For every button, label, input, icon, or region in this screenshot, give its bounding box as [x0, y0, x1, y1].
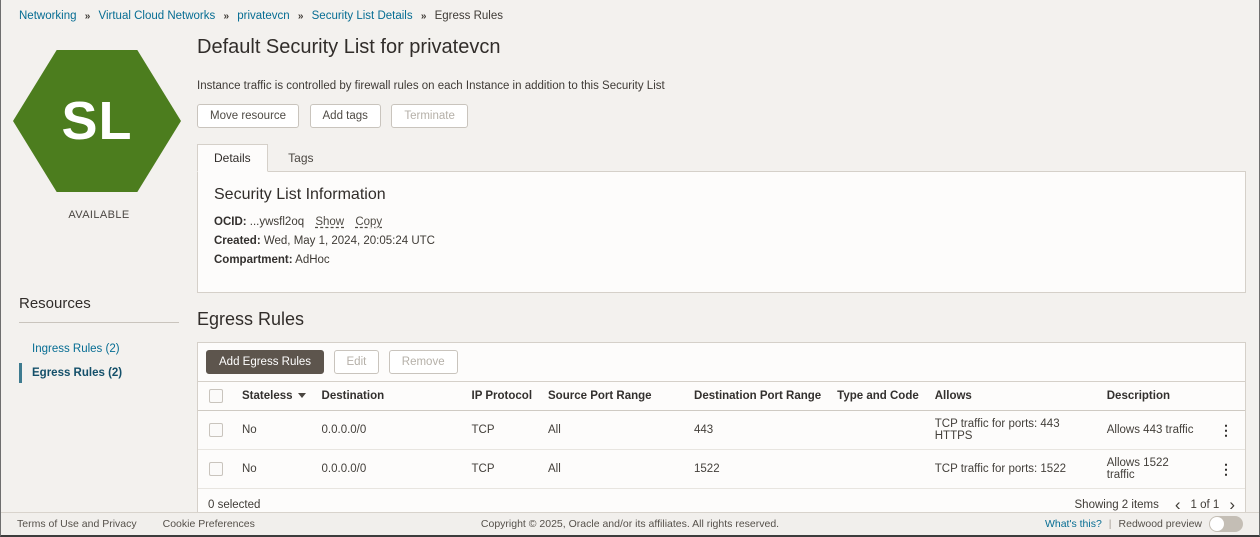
- table-footer: 0 selected Showing 2 items ‹ 1 of 1 ›: [198, 489, 1245, 520]
- move-resource-button[interactable]: Move resource: [197, 104, 300, 128]
- cell-ip-protocol: TCP: [463, 449, 541, 489]
- cell-description: Allows 443 traffic: [1098, 410, 1207, 450]
- sidebar-item-ingress-rules[interactable]: Ingress Rules (2): [19, 339, 179, 359]
- page-subtitle: Instance traffic is controlled by firewa…: [197, 80, 665, 92]
- compartment-value: AdHoc: [295, 254, 330, 266]
- cookie-preferences-link[interactable]: Cookie Preferences: [162, 518, 255, 530]
- add-tags-button[interactable]: Add tags: [309, 104, 381, 128]
- tab-tags[interactable]: Tags: [288, 151, 314, 165]
- column-header-source-port-range: Source Port Range: [540, 381, 687, 411]
- breadcrumb-link-vcn[interactable]: Virtual Cloud Networks: [98, 10, 216, 22]
- cell-allows: TCP traffic for ports: 443 HTTPS: [926, 410, 1099, 450]
- ocid-label: OCID:: [214, 216, 247, 228]
- created-field: Created: Wed, May 1, 2024, 20:05:24 UTC: [214, 235, 1229, 247]
- select-all-checkbox[interactable]: [209, 389, 223, 403]
- cell-stateless: No: [234, 449, 314, 489]
- cell-destination: 0.0.0.0/0: [313, 449, 464, 489]
- redwood-preview-label: Redwood preview: [1118, 518, 1202, 530]
- table-toolbar: Add Egress Rules Edit Remove: [198, 343, 1245, 381]
- column-header-stateless[interactable]: Stateless: [234, 381, 314, 411]
- created-value: Wed, May 1, 2024, 20:05:24 UTC: [263, 235, 435, 247]
- column-header-ip-protocol: IP Protocol: [463, 381, 541, 411]
- sort-down-icon: [297, 393, 306, 399]
- footer-bar: Copyright © 2025, Oracle and/or its affi…: [1, 512, 1259, 535]
- breadcrumb-current: Egress Rules: [434, 10, 503, 22]
- egress-rules-section-title: Egress Rules: [197, 309, 305, 329]
- cell-source-port-range: All: [540, 410, 687, 450]
- created-label: Created:: [214, 235, 261, 247]
- tab-bar: Details Tags: [197, 144, 1246, 172]
- resources-title: Resources: [19, 295, 179, 323]
- column-header-allows: Allows: [926, 381, 1099, 411]
- cell-destination: 0.0.0.0/0: [313, 410, 464, 450]
- breadcrumb-separator: »: [223, 11, 230, 22]
- page-indicator: 1 of 1: [1190, 498, 1220, 511]
- breadcrumb-separator: »: [84, 11, 91, 22]
- toggle-knob: [1210, 517, 1224, 531]
- resource-initials: SL: [61, 91, 133, 151]
- header-actions: Move resource Add tags Terminate: [197, 104, 1246, 128]
- breadcrumb-link-security-list-details[interactable]: Security List Details: [311, 10, 413, 22]
- cell-stateless: No: [234, 410, 314, 450]
- cell-allows: TCP traffic for ports: 1522: [926, 449, 1099, 489]
- remove-button[interactable]: Remove: [388, 350, 458, 374]
- table-header-row: Stateless Destination IP Protocol Source…: [198, 381, 1245, 411]
- main-content: Default Security List for privatevcn Ins…: [197, 0, 1246, 521]
- cell-destination-port-range: 1522: [686, 449, 830, 489]
- column-header-destination: Destination: [313, 381, 464, 411]
- kebab-menu-icon[interactable]: ⋮: [1219, 421, 1233, 438]
- breadcrumb: Networking » Virtual Cloud Networks » pr…: [19, 10, 503, 22]
- panel-title: Security List Information: [214, 186, 386, 203]
- status-badge: AVAILABLE: [68, 209, 130, 221]
- compartment-label: Compartment:: [214, 254, 293, 266]
- cell-description: Allows 1522 traffic: [1098, 449, 1207, 489]
- egress-rules-table-card: Add Egress Rules Edit Remove Stateless D…: [197, 342, 1246, 521]
- table-row: No 0.0.0.0/0 TCP All 443 TCP traffic for…: [198, 410, 1245, 450]
- cell-destination-port-range: 443: [686, 410, 830, 450]
- add-egress-rules-button[interactable]: Add Egress Rules: [206, 350, 325, 374]
- ocid-value: ...ywsfl2oq: [249, 216, 305, 228]
- pagination: Showing 2 items ‹ 1 of 1 ›: [1075, 496, 1236, 513]
- row-checkbox[interactable]: [209, 462, 223, 476]
- sidebar-item-label[interactable]: Egress Rules (2): [19, 363, 179, 383]
- egress-rules-table: Stateless Destination IP Protocol Source…: [198, 381, 1245, 489]
- ocid-show-link[interactable]: Show: [315, 216, 345, 228]
- selected-count: 0 selected: [208, 498, 261, 511]
- edit-button[interactable]: Edit: [333, 350, 380, 374]
- compartment-field: Compartment: AdHoc: [214, 254, 1229, 266]
- kebab-menu-icon[interactable]: ⋮: [1219, 460, 1233, 477]
- terminate-button[interactable]: Terminate: [391, 104, 468, 128]
- left-column: SL AVAILABLE Resources Ingress Rules (2)…: [1, 0, 197, 535]
- table-row: No 0.0.0.0/0 TCP All 1522 TCP traffic fo…: [198, 449, 1245, 489]
- next-page-icon[interactable]: ›: [1229, 495, 1235, 514]
- row-checkbox[interactable]: [209, 423, 223, 437]
- footer-separator: |: [1108, 518, 1112, 530]
- sidebar-item-label[interactable]: Ingress Rules (2): [32, 343, 120, 355]
- column-header-destination-port-range: Destination Port Range: [686, 381, 830, 411]
- cell-type-and-code: [829, 449, 927, 489]
- column-label: Stateless: [242, 390, 293, 402]
- cell-ip-protocol: TCP: [463, 410, 541, 450]
- column-header-description: Description: [1098, 381, 1207, 411]
- whats-this-link[interactable]: What's this?: [1044, 518, 1102, 530]
- previous-page-icon[interactable]: ‹: [1174, 495, 1181, 514]
- security-list-information-panel: Security List Information OCID: ...ywsfl…: [197, 171, 1246, 293]
- ocid-copy-link[interactable]: Copy: [355, 216, 383, 228]
- breadcrumb-separator: »: [297, 11, 304, 22]
- cell-source-port-range: All: [540, 449, 687, 489]
- sidebar-item-egress-rules[interactable]: Egress Rules (2): [19, 363, 179, 383]
- breadcrumb-separator: »: [420, 11, 427, 22]
- breadcrumb-link-privatevcn[interactable]: privatevcn: [237, 10, 290, 22]
- resources-nav: Resources Ingress Rules (2) Egress Rules…: [19, 295, 179, 387]
- redwood-preview-toggle[interactable]: [1209, 516, 1243, 532]
- page-title: Default Security List for privatevcn: [197, 36, 501, 58]
- security-list-hexagon-icon: SL: [13, 50, 181, 192]
- column-header-type-and-code: Type and Code: [829, 381, 927, 411]
- tab-details[interactable]: Details: [197, 144, 268, 172]
- cell-type-and-code: [829, 410, 927, 450]
- terms-of-use-link[interactable]: Terms of Use and Privacy: [17, 518, 137, 530]
- breadcrumb-link-networking[interactable]: Networking: [19, 10, 77, 22]
- showing-items-text: Showing 2 items: [1074, 498, 1159, 511]
- ocid-field: OCID: ...ywsfl2oq Show Copy: [214, 216, 1229, 228]
